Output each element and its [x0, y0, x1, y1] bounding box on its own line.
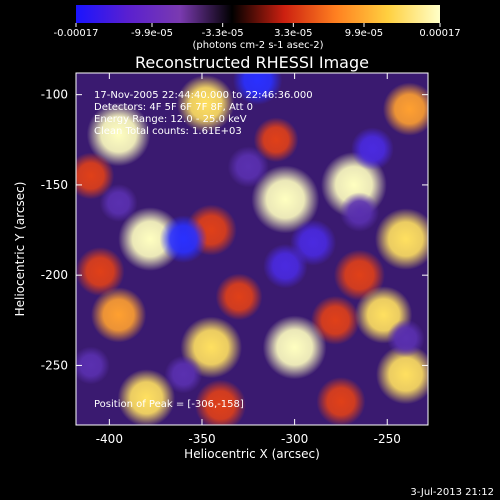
negative-blob [164, 355, 203, 394]
colorbar-tick-label: 0.00017 [419, 28, 460, 39]
emission-blob [382, 82, 428, 136]
emission-blob [376, 344, 428, 405]
emission-blob [253, 117, 299, 163]
emission-blob [316, 377, 366, 425]
negative-blob [263, 243, 308, 289]
y-tick-label: -150 [41, 178, 68, 192]
emission-blob [215, 273, 263, 321]
annotation-detectors: Detectors: 4F 5F 6F 7F 8F, Att 0 [94, 102, 253, 113]
heatmap-area [76, 73, 428, 425]
emission-blob [333, 249, 385, 301]
emission-blob [117, 369, 176, 425]
emission-blob [76, 152, 115, 200]
negative-blob [351, 127, 394, 171]
emission-blob [76, 247, 125, 297]
x-tick-label: -250 [374, 432, 401, 446]
annotation-total-counts: Clean Total counts: 1.61E+03 [94, 126, 242, 137]
emission-blob [251, 165, 320, 234]
plot-axes [75, 72, 429, 426]
emission-blob [374, 208, 428, 270]
y-axis-label: Heliocentric Y (arcsec) [13, 182, 27, 317]
colorbar-tick-label: -0.00017 [54, 28, 99, 39]
colorbar-unit-label: (photons cm-2 s-1 asec-2) [192, 40, 323, 51]
chart-title: Reconstructed RHESSI Image [135, 53, 369, 72]
emission-blob [86, 102, 151, 167]
emission-blob [262, 315, 327, 380]
x-axis-label: Heliocentric X (arcsec) [184, 447, 320, 461]
footer-timestamp: 3-Jul-2013 21:12 [410, 487, 494, 498]
emission-blob [176, 74, 235, 133]
negative-blob [227, 146, 269, 188]
colorbar [76, 5, 440, 23]
peak-position-text: Position of Peak = [-306,-158] [94, 399, 244, 410]
y-tick-label: -100 [41, 88, 68, 102]
negative-blob [99, 184, 138, 222]
annotation-energy-range: Energy Range: 12.0 - 25.0 keV [94, 114, 247, 125]
negative-blob [339, 192, 380, 232]
x-tick-label: -350 [188, 432, 215, 446]
colorbar-tick-label: -9.9e-05 [131, 28, 173, 39]
colorbar-tick-label: 9.9e-05 [345, 28, 383, 39]
negative-blob [76, 346, 110, 385]
negative-blob [159, 215, 208, 263]
annotation-time-range: 17-Nov-2005 22:44:40.000 to 22:46:36.000 [94, 90, 313, 101]
negative-blob [386, 319, 425, 358]
emission-blob [90, 287, 147, 343]
x-tick-label: -300 [281, 432, 308, 446]
emission-blob [194, 379, 247, 425]
negative-blob [232, 73, 283, 105]
colorbar-tick-label: 3.3e-05 [274, 28, 312, 39]
y-tick-label: -250 [41, 358, 68, 372]
x-tick-label: -400 [96, 432, 123, 446]
colorbar-tick-label: -3.3e-05 [202, 28, 244, 39]
y-tick-label: -200 [41, 268, 68, 282]
emission-blob [310, 295, 360, 345]
